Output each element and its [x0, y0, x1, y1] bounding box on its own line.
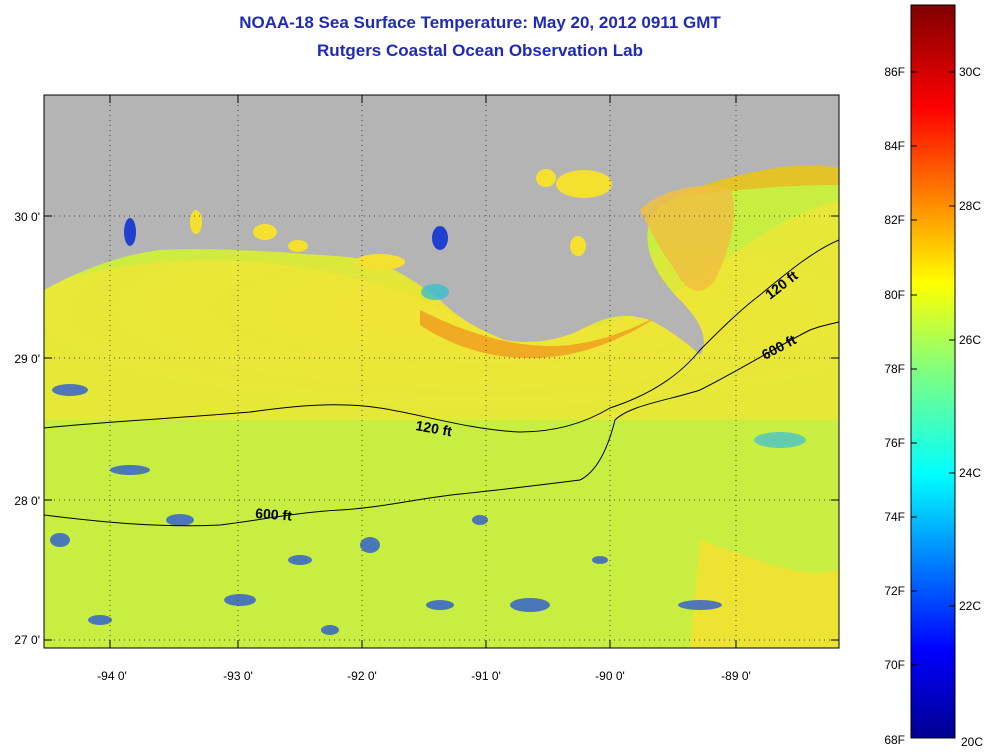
nearshore-warm-water [44, 200, 839, 420]
inland-water-body [556, 170, 612, 198]
colorbar-label-f: 76F [884, 436, 905, 450]
temperature-colorbar: 86F 84F 82F 80F 78F 76F 74F 72F 70F 68F … [884, 4, 983, 749]
y-tick-label: 30 0' [14, 210, 40, 224]
inland-water-body [536, 169, 556, 187]
x-tick-label: -91 0' [471, 669, 501, 683]
cold-water-patches [50, 284, 806, 635]
depth-contours [44, 239, 839, 527]
inland-water-body [190, 210, 202, 234]
colorbar-label-f: 86F [884, 65, 905, 79]
colorbar-label-c: 22C [959, 599, 981, 613]
x-tick-label: -90 0' [595, 669, 625, 683]
map-subtitle: Rutgers Coastal Ocean Observation Lab [317, 41, 643, 60]
contour-label: 120 ft [414, 417, 453, 439]
land-mass [44, 95, 839, 355]
delta-water [640, 186, 735, 291]
y-tick-label: 29 0' [14, 352, 40, 366]
contour-120ft [44, 239, 839, 433]
southeast-warm-water [690, 540, 839, 648]
plot-frame [43, 94, 840, 649]
colorbar-ticks [911, 71, 955, 666]
cold-inland-water [432, 226, 448, 250]
lat-lon-grid [44, 95, 839, 648]
colorbar-label-f: 80F [884, 288, 905, 302]
x-tick-label: -92 0' [347, 669, 377, 683]
colorbar-label-f: 68F [884, 733, 905, 747]
map-plot-area: 120 ft 600 ft 120 ft 600 ft [44, 95, 839, 648]
inland-water-body [570, 236, 586, 256]
colorbar-label-f: 84F [884, 139, 905, 153]
cold-inland-water [124, 218, 136, 246]
inland-water-body [253, 224, 277, 240]
y-tick-label: 28 0' [14, 494, 40, 508]
colorbar-label-f: 70F [884, 658, 905, 672]
x-axis-labels: -94 0' -93 0' -92 0' -91 0' -90 0' -89 0… [97, 669, 751, 683]
inland-water-body [288, 240, 308, 252]
colorbar-label-f: 74F [884, 510, 905, 524]
x-tick-label: -94 0' [97, 669, 127, 683]
inland-water-body [355, 254, 405, 270]
y-axis-labels: 30 0' 29 0' 28 0' 27 0' [14, 210, 40, 647]
contour-label: 600 ft [255, 505, 293, 524]
x-tick-label: -93 0' [223, 669, 253, 683]
colorbar-label-f: 72F [884, 584, 905, 598]
colorbar-label-c: 20C [961, 735, 983, 749]
colorbar-label-f: 82F [884, 213, 905, 227]
colorbar-label-f: 78F [884, 362, 905, 376]
map-title: NOAA-18 Sea Surface Temperature: May 20,… [239, 13, 721, 32]
contour-600ft [44, 321, 839, 527]
x-tick-label: -89 0' [721, 669, 751, 683]
colorbar-label-c: 30C [959, 65, 981, 79]
y-tick-label: 27 0' [14, 633, 40, 647]
axis-ticks [44, 95, 839, 648]
colorbar-label-c: 28C [959, 199, 981, 213]
coastal-warm-water [420, 310, 660, 359]
colorbar-label-c: 26C [959, 333, 981, 347]
colorbar-gradient [910, 4, 956, 739]
colorbar-label-c: 24C [959, 466, 981, 480]
